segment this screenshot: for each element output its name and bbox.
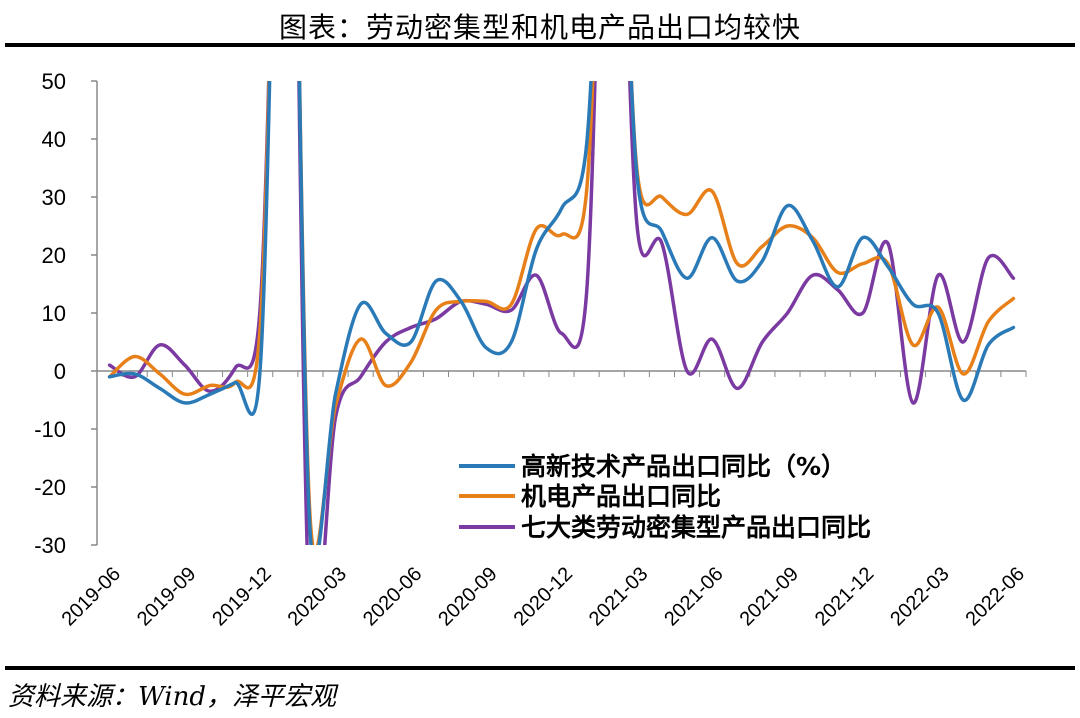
x-tick-label: 2021-06: [660, 563, 727, 630]
series-line: [629, 81, 1016, 402]
axes: 50 40 30 20 10 0 -10 -20 -30 2019-06 2019-09 2019-1…: [34, 69, 1029, 630]
x-tick-label: 2021-09: [736, 563, 803, 630]
y-tick-label: 40: [42, 127, 66, 152]
x-tick-label: 2022-06: [962, 563, 1029, 630]
legend-label: 七大类劳动密集型产品出口同比: [521, 513, 871, 542]
x-tick-label: 2022-03: [886, 563, 953, 630]
x-tick-label: 2020-09: [434, 563, 501, 630]
legend-label: 高新技术产品出口同比（%）: [521, 452, 846, 481]
y-tick-label: -20: [34, 475, 66, 500]
x-tick-label: 2020-03: [284, 563, 351, 630]
plot-area: [107, 81, 1016, 545]
series-line: [107, 81, 272, 417]
series-line: [107, 81, 271, 397]
y-tick-label: 50: [42, 69, 66, 94]
x-tick-label: 2021-03: [585, 563, 652, 630]
y-tick-label: 0: [54, 359, 66, 384]
y-tick-label: -10: [34, 417, 66, 442]
series-line: [107, 81, 271, 394]
y-tick-label: -30: [34, 533, 66, 558]
x-tick-label: 2021-12: [811, 563, 878, 630]
x-tick-label: 2019-06: [58, 563, 125, 630]
x-tick-label: 2020-06: [359, 563, 426, 630]
x-tick-label: 2019-12: [208, 563, 275, 630]
x-tick-label: 2019-09: [133, 563, 200, 630]
y-tick-label: 30: [42, 185, 66, 210]
legend-label: 机电产品出口同比: [521, 482, 721, 511]
y-tick-label: 10: [42, 301, 66, 326]
series-line: [297, 81, 597, 545]
source-note: 资料来源：Wind，泽平宏观: [8, 682, 336, 712]
y-tick-label: 20: [42, 243, 66, 268]
series-line: [629, 81, 1016, 376]
series-line: [297, 81, 593, 545]
series-line: [628, 81, 1016, 405]
x-tick-label: 2020-12: [510, 563, 577, 630]
chart-title: 图表：劳动密集型和机电产品出口均较快: [278, 11, 801, 44]
